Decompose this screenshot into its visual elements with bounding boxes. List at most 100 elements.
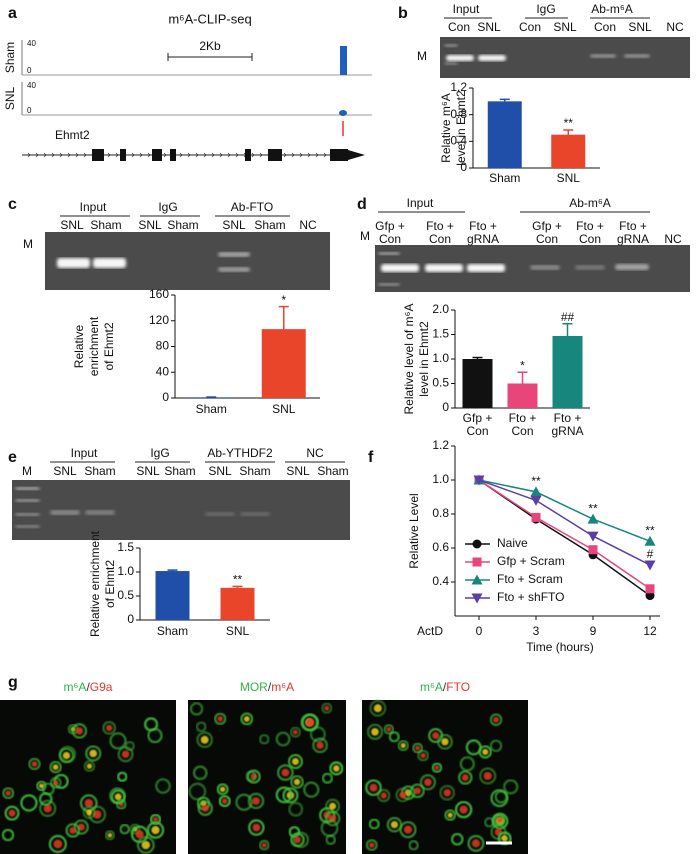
nucleus <box>201 804 209 812</box>
stain-part: / <box>443 680 447 694</box>
nucleus <box>390 821 399 829</box>
exon <box>268 149 282 161</box>
legend-marker <box>471 574 483 585</box>
cell <box>479 767 497 785</box>
legend-label: Fto + shFTO <box>497 590 564 604</box>
cell <box>65 823 81 838</box>
x-tick-label: 0 <box>476 624 483 638</box>
cell <box>301 713 320 732</box>
nucleus <box>141 840 151 850</box>
y-tick-label: 1.0 <box>432 351 449 365</box>
lane-label: SNL <box>222 218 246 232</box>
cell <box>365 839 378 852</box>
cell <box>368 818 380 830</box>
nucleus <box>380 792 387 799</box>
label-box: Fto + Con <box>509 412 537 438</box>
cell <box>117 746 134 763</box>
cell <box>376 788 391 803</box>
point <box>645 584 655 594</box>
cell <box>102 720 117 735</box>
gel-band <box>378 283 400 286</box>
y-tick-label: 0.5 <box>117 588 134 602</box>
stain-label: MOR/m⁶A <box>240 680 294 694</box>
y-tick-label: 1.5 <box>432 327 449 341</box>
strand-arrow <box>259 152 263 158</box>
gel-band <box>575 265 605 270</box>
gel-band <box>85 510 115 515</box>
strand-arrow <box>83 152 87 158</box>
cell <box>431 762 443 773</box>
lane-label: SNL <box>138 218 162 232</box>
cell <box>49 776 62 789</box>
gel-band <box>50 510 80 515</box>
nucleus <box>324 705 330 711</box>
cell <box>195 721 207 733</box>
strand-arrow <box>211 152 215 158</box>
cell <box>454 800 473 819</box>
label-box: Fto + gRNA <box>617 220 649 246</box>
y-tick-label: 0.4 <box>432 574 449 588</box>
significance: # <box>647 547 654 561</box>
x-tick-label: Gfp + Con <box>462 412 493 438</box>
strand-arrow <box>163 152 167 158</box>
strand-arrow <box>219 152 223 158</box>
cell <box>395 787 411 803</box>
nucleus <box>200 735 209 744</box>
point <box>530 486 542 497</box>
stain-part: / <box>86 680 90 694</box>
significance: ** <box>233 573 243 587</box>
cell <box>289 726 301 738</box>
panel-letter: g <box>8 674 18 691</box>
nucleus <box>369 783 378 792</box>
strand-arrow <box>187 152 191 158</box>
cell <box>83 760 96 773</box>
nucleus <box>501 835 508 842</box>
lane-label: SNL <box>53 464 77 478</box>
lane-label: Con <box>519 20 541 34</box>
cell <box>192 765 208 781</box>
nucleus <box>281 768 290 777</box>
point <box>644 535 656 546</box>
nucleus <box>89 749 98 758</box>
nucleus <box>493 716 499 723</box>
x-tick-label: Sham <box>156 625 189 638</box>
gel-band <box>467 264 505 272</box>
point <box>531 512 541 522</box>
strand-arrow <box>131 152 135 158</box>
cell <box>275 786 293 804</box>
bar <box>220 587 255 620</box>
strand-arrow <box>59 152 63 158</box>
gene-end <box>348 150 365 160</box>
cell <box>247 792 265 810</box>
nucleus <box>243 715 250 722</box>
point <box>587 531 599 542</box>
strand-arrow <box>299 152 303 158</box>
y-axis-label: Relative m⁶A <box>439 93 453 163</box>
nucleus <box>434 765 440 770</box>
cell <box>288 826 301 838</box>
cell <box>1 828 15 842</box>
strand-arrow <box>227 152 231 158</box>
cell <box>189 702 204 716</box>
label-box: Sham <box>489 172 520 185</box>
cell <box>36 780 47 792</box>
y-tick-label: 0.4 <box>450 134 467 148</box>
cell <box>410 783 425 799</box>
nucleus <box>292 729 298 735</box>
strand-arrow <box>67 152 71 158</box>
cell <box>129 823 141 835</box>
gel-band <box>444 44 458 47</box>
group-label: NC <box>306 446 324 460</box>
cell <box>38 792 53 806</box>
nucleus <box>333 765 340 772</box>
y-tick-label: 1.0 <box>117 564 134 578</box>
x-axis-note: ActD <box>417 624 443 638</box>
group-label: Input <box>71 446 98 460</box>
exon <box>245 149 251 161</box>
x-tick-label: SNL <box>556 172 580 185</box>
strand-arrow <box>147 152 151 158</box>
lane-label: Fto + gRNA <box>466 219 499 246</box>
nucleus <box>153 816 159 822</box>
cell <box>119 823 131 835</box>
strand-arrow <box>251 152 255 158</box>
